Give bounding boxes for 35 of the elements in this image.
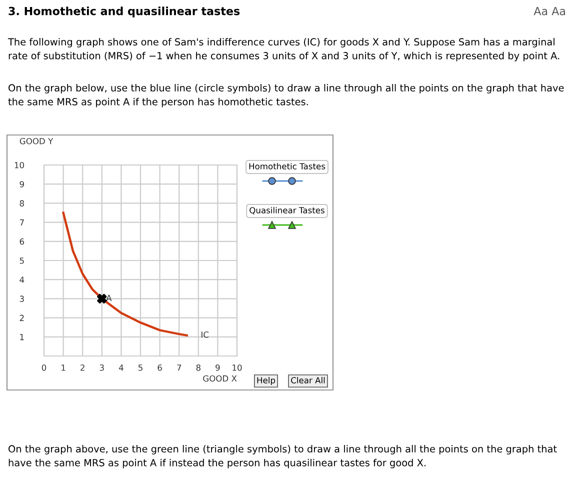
chart-title: 3. Homothetic and quasilinear tastes (8, 6, 240, 18)
x-tick-label: 1 (62, 364, 66, 371)
x-tick-label: 0 (42, 364, 46, 371)
x-tick-label: 9 (216, 364, 220, 371)
line-series (62, 212, 188, 336)
y-axis-title: GOOD Y (20, 138, 54, 144)
text: On the graph below, use the blue line (circle symbols) to draw a line through all the points on the graph that have the same MRS as point A if the person has homothetic tastes. (8, 84, 564, 108)
y-tick-label: 6 (20, 238, 24, 245)
x-tick-label: 8 (196, 364, 200, 371)
series-label: IC (202, 331, 209, 338)
y-tick-label: 10 (14, 162, 24, 168)
text: Homothetic Tastes (249, 162, 326, 170)
x-tick-label: 3 (100, 364, 104, 371)
y-tick-label: 5 (20, 258, 24, 264)
x-tick-label: 5 (138, 364, 142, 371)
text: On the graph above, use the green line (triangle symbols) to draw a line through all the points on the graph that have the same MRS as point A if instead the person has quasilinear tastes for good X. (8, 445, 557, 468)
y-tick-label: 1 (20, 334, 24, 340)
y-tick-label: 2 (20, 314, 24, 321)
x-tick-label: 2 (80, 364, 84, 371)
y-tick-label: 8 (20, 200, 24, 206)
text: Aa Aa (534, 6, 565, 16)
text: The following graph shows one of Sam's indifference curves (IC) for goods X and Y. Suppose Sam has a marginal rate of substitution (MRS) of −1 when he consumes 3 units of X and 3 units of Y, which is represented by point A. (8, 38, 560, 62)
text: Help (257, 376, 276, 386)
x-axis-title: GOOD X (203, 375, 237, 382)
text: Clear All (291, 376, 325, 384)
series-label: A (106, 294, 112, 301)
text: Quasilinear Tastes (250, 206, 324, 214)
y-tick-label: 9 (20, 181, 24, 188)
y-tick-label: 4 (20, 276, 24, 283)
x-tick-label: 4 (118, 364, 124, 371)
y-tick-label: 3 (20, 296, 24, 302)
x-tick-label: 6 (158, 364, 162, 371)
y-tick-label: 7 (20, 219, 24, 226)
x-tick-label: 7 (177, 364, 182, 371)
x-tick-label: 10 (232, 364, 242, 371)
